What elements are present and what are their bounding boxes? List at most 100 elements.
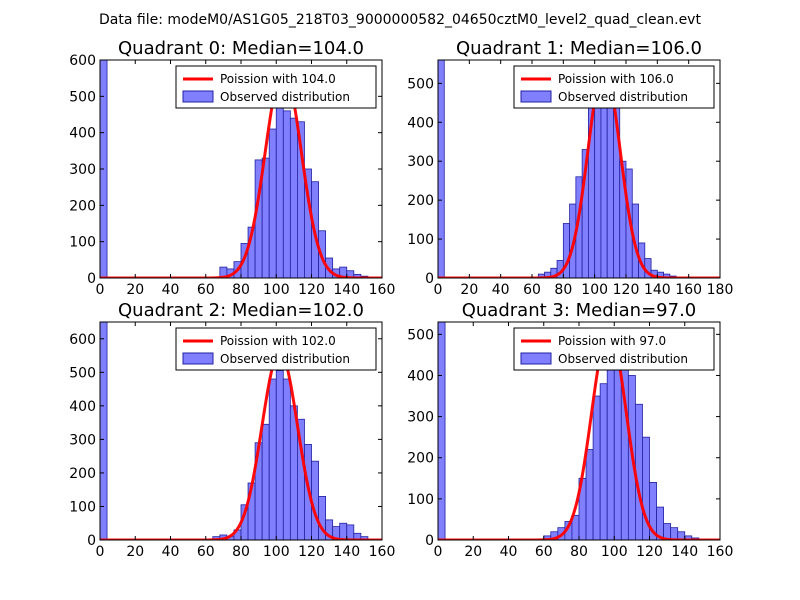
quadrant-0-ytick-label: 500 [69,89,96,105]
quadrant-0-xtick-label: 160 [369,282,396,298]
quadrant-3-legend-bar-label: Observed distribution [558,352,688,366]
quadrant-2-xtick-label: 60 [197,544,215,560]
quadrant-2-bar [100,322,108,540]
quadrant-0-bar [289,117,298,278]
quadrant-1-legend-bar-label: Observed distribution [558,90,688,104]
quadrant-1-bar [600,102,608,278]
quadrant-2-xtick-label: 160 [369,544,396,560]
quadrant-0-legend: Poission with 104.0 Observed distribution [175,65,377,109]
quadrant-3-bar [585,449,594,540]
quadrant-2-ytick-label: 100 [69,499,96,515]
quadrant-3-ytick-label: 100 [407,492,434,508]
panels-group: Quadrant 0: Median=104.00 20 40 60 80 100 120 1… [69,38,733,560]
quadrant-3-xtick-label: 20 [464,544,482,560]
quadrant-0-plot-area [100,60,382,278]
quadrant-0-bar [275,103,284,278]
quadrant-0-bar [282,110,291,278]
quadrant-2-legend-line-label: Poission with 102.0 [220,334,336,348]
quadrant-2-ytick-label: 0 [87,533,96,549]
quadrant-0-bar [268,128,277,278]
quadrant-2-ytick-label: 300 [69,432,96,448]
quadrant-1-xtick-label: 140 [644,282,671,298]
quadrant-2-ytick-label: 600 [69,332,96,348]
quadrant-1-bar [594,98,602,278]
quadrant-2-xtick-label: 40 [162,544,180,560]
quadrant-1-xtick-label: 160 [675,282,702,298]
quadrant-0-chart: Quadrant 0: Median=104.0 0 20 40 60 80 100 120 1… [69,38,395,298]
quadrant-1-axes-frame [437,59,721,279]
quadrant-0-xtick-label: 80 [232,282,250,298]
quadrant-3-xtick-label: 120 [636,544,663,560]
quadrant-1-chart: Quadrant 1: Median=106.00 20 40 60 80 100 120 1… [407,38,733,298]
quadrant-2-xtick-label: 140 [333,544,360,560]
quadrant-3-xtick-label: 60 [535,544,553,560]
quadrant-3-bar [599,383,608,540]
quadrant-0-xtick-label: 120 [298,282,325,298]
quadrant-0-xtick-label: 100 [263,282,290,298]
quadrant-3-xtick-label: 100 [601,544,628,560]
quadrant-0-xtick-label: 40 [162,282,180,298]
quadrant-3-legend-bar-swatch [520,352,552,365]
quadrant-3-xtick-label: 160 [707,544,734,560]
quadrant-3-ytick-label: 500 [407,327,434,343]
quadrant-3-ytick-label: 200 [407,451,434,467]
quadrant-1-xtick-label: 80 [554,282,572,298]
quadrant-3-ytick-label: 300 [407,410,434,426]
quadrant-3-ytick-label: 0 [425,533,434,549]
quadrant-2-xtick-label: 20 [126,544,144,560]
quadrant-0-xtick-label: 60 [197,282,215,298]
quadrant-3-xtick-label: 40 [500,544,518,560]
quadrant-2-legend-bar-swatch [182,352,214,365]
quadrant-1-title: Quadrant 1: Median=106.0 [456,38,702,59]
quadrant-1-legend-line-label: Poission with 106.0 [558,72,674,86]
quadrant-2-bar [261,423,270,540]
quadrant-2-bar [339,522,348,540]
quadrant-2-xtick-label: 0 [96,544,105,560]
quadrant-3-legend: Poission with 97.0 Observed distribution [513,327,715,371]
quadrant-0-xtick-label: 20 [126,282,144,298]
quadrant-2-bar [346,524,355,540]
quadrant-1-ytick-label: 300 [407,154,434,170]
quadrant-0-title: Quadrant 0: Median=104.0 [118,38,364,59]
quadrant-2-legend: Poission with 102.0 Observed distribution [175,327,377,371]
quadrant-0-legend-bar-swatch [182,90,214,103]
quadrant-1-ytick-label: 500 [407,76,434,92]
quadrant-2-ytick-label: 400 [69,399,96,415]
quadrant-1-bar [438,60,445,278]
quadrant-3-bar [592,395,601,540]
quadrant-1-ytick-label: 200 [407,193,434,209]
quadrant-1-bar [606,94,614,278]
quadrant-2-ytick-label: 500 [69,365,96,381]
quadrant-3-xtick-label: 80 [570,544,588,560]
quadrant-2-title: Quadrant 2: Median=102.0 [118,300,364,321]
quadrant-1-legend-bar-swatch [520,90,552,103]
quadrant-0-legend-bar-label: Observed distribution [220,90,350,104]
quadrant-1-ytick-label: 100 [407,232,434,248]
quadrant-2-xtick-label: 100 [263,544,290,560]
quadrant-0-ytick-label: 600 [69,53,96,69]
quadrant-0-ytick-label: 400 [69,126,96,142]
quadrant-1-xtick-label: 100 [581,282,608,298]
quadrant-2-plot-area [100,322,382,540]
quadrant-3-ytick-label: 400 [407,368,434,384]
quadrant-1-legend: Poission with 106.0 Observed distribution [513,65,715,109]
quadrant-2-legend-bar-label: Observed distribution [220,352,350,366]
quadrant-1-xtick-label: 180 [707,282,734,298]
quadrant-1-xtick-label: 0 [434,282,443,298]
quadrant-0-ytick-label: 200 [69,198,96,214]
quadrant-0-poisson-line [100,67,382,278]
quadrant-1-xtick-label: 120 [613,282,640,298]
quadrant-3-legend-line-label: Poission with 97.0 [558,334,666,348]
quadrant-1-xtick-label: 40 [492,282,510,298]
quadrant-2-chart: Quadrant 2: Median=102.0 0 20 40 60 80 100 120 1… [69,300,395,560]
quadrant-2-xtick-label: 120 [298,544,325,560]
quadrant-2-bar [275,370,284,540]
quadrant-0-xtick-label: 140 [333,282,360,298]
quadrant-3-chart: Quadrant 3: Median=97.0 0 20 40 60 80 100 120 14… [407,300,733,560]
quadrant-3-title: Quadrant 3: Median=97.0 [462,300,697,321]
quadrant-3-bar [670,527,679,540]
quadrant-2-poisson-line [100,350,382,540]
quadrant-3-plot-area [438,322,720,540]
quadrant-3-bar [438,322,446,540]
